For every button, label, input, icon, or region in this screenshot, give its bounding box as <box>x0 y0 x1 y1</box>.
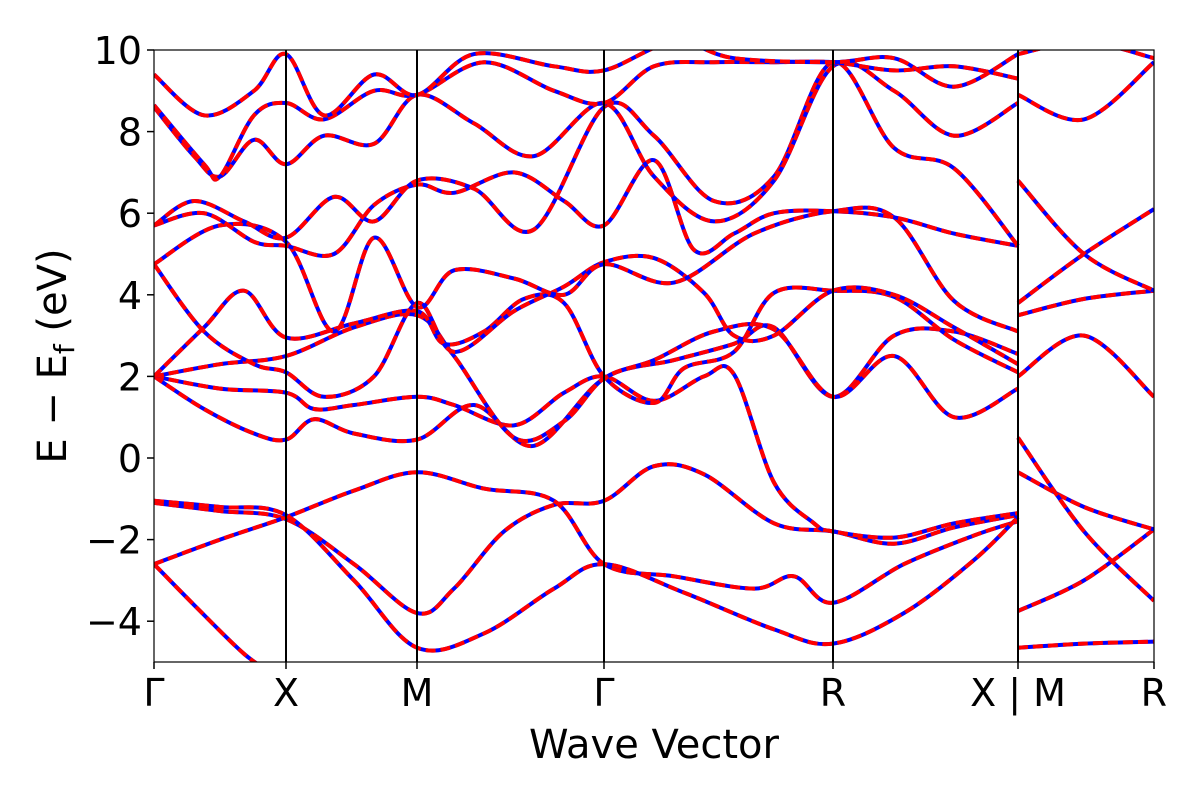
band-18-overlay-line <box>1016 436 1154 603</box>
x-tick-label-0: Γ <box>143 671 164 715</box>
x-ticks: Γ X M Γ R X | M R <box>143 662 1167 716</box>
band-3-overlay-line <box>154 498 1020 653</box>
band-14-overlay-line <box>154 50 1019 118</box>
band-15-overlay-line <box>1017 639 1154 650</box>
y-tick-label-5: 6 <box>118 192 142 236</box>
x-tick-label-3: Γ <box>593 671 614 715</box>
band-11-overlay-line <box>154 60 1020 248</box>
y-tick-label-0: −4 <box>86 600 142 644</box>
y-axis-label-suffix: (eV) <box>30 248 76 344</box>
y-ticks: −4 −2 0 2 4 6 8 10 <box>86 29 154 644</box>
kpoint-dividers <box>285 50 1019 662</box>
plot-frame <box>153 49 1155 663</box>
x-tick-label-5: X | M <box>970 671 1066 716</box>
y-tick-label-6: 8 <box>118 111 142 155</box>
y-axis-label-prefix: E − E <box>30 354 76 464</box>
y-axis-label: E − Ef (eV) <box>30 248 81 463</box>
y-axis-label-subscript: f <box>48 343 81 354</box>
y-tick-label-3: 2 <box>118 355 142 399</box>
x-tick-label-1: X <box>273 671 299 715</box>
x-tick-label-4: R <box>820 671 846 715</box>
band-6-overlay-line <box>154 312 1019 444</box>
x-axis-label: Wave Vector <box>529 722 780 768</box>
band-22-overlay-line <box>1016 179 1154 293</box>
y-tick-label-2: 0 <box>118 437 142 481</box>
y-tick-label-1: −2 <box>86 519 142 563</box>
y-tick-label-7: 10 <box>94 29 142 73</box>
x-tick-label-2: M <box>401 671 434 715</box>
band-16-overlay-line <box>1017 527 1154 613</box>
x-tick-label-6: R <box>1141 671 1167 715</box>
band-20-overlay-line <box>1017 288 1154 318</box>
band-9-overlay-line <box>154 205 1019 334</box>
y-tick-label-4: 4 <box>118 274 142 318</box>
band-19-overlay-line <box>1016 333 1154 399</box>
band-0-overlay-line <box>154 562 258 662</box>
band-5-overlay-line <box>154 323 1019 448</box>
band-17-overlay-line <box>1017 470 1154 532</box>
band-23-overlay-line <box>1017 60 1154 123</box>
